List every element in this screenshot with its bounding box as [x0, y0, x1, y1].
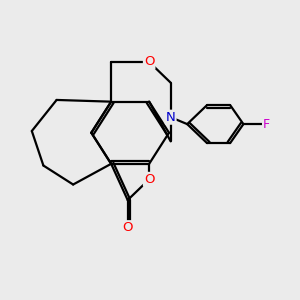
Text: N: N	[166, 111, 175, 124]
Text: O: O	[122, 221, 133, 234]
Text: O: O	[144, 56, 154, 68]
Text: O: O	[144, 173, 154, 186]
Text: F: F	[263, 118, 270, 130]
